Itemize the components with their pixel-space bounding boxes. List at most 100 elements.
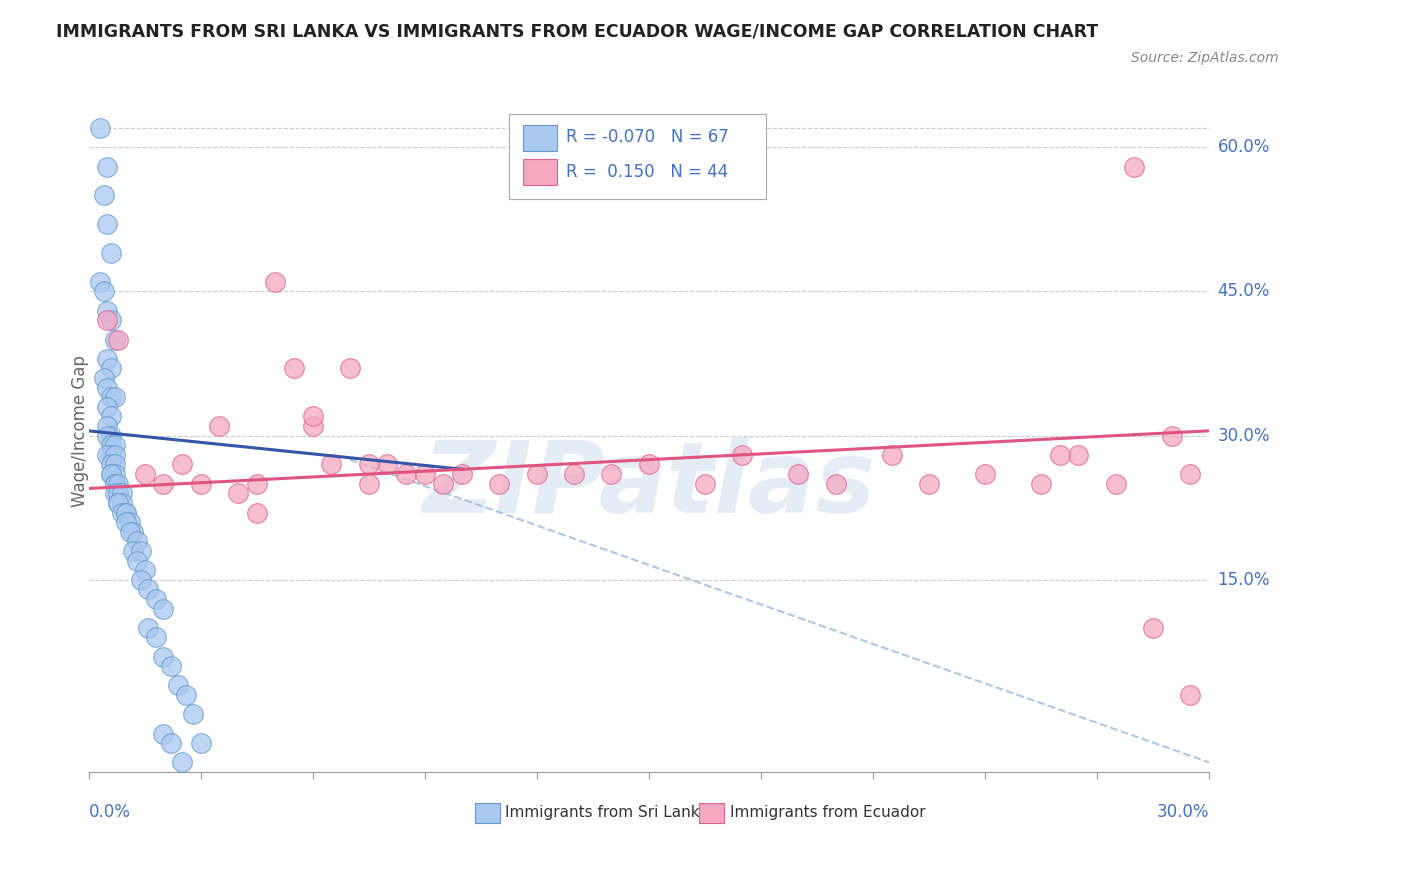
Point <box>93 285 115 299</box>
Point <box>115 506 138 520</box>
Point <box>100 409 122 424</box>
Point <box>89 275 111 289</box>
Text: 30.0%: 30.0% <box>1218 426 1270 444</box>
Point <box>115 506 138 520</box>
Point <box>104 390 127 404</box>
Point <box>104 467 127 481</box>
Point <box>104 438 127 452</box>
Point <box>111 486 134 500</box>
Text: Immigrants from Ecuador: Immigrants from Ecuador <box>730 805 925 821</box>
Point <box>100 246 122 260</box>
Point <box>357 458 380 472</box>
Point <box>321 458 343 472</box>
FancyBboxPatch shape <box>509 113 766 199</box>
FancyBboxPatch shape <box>523 125 557 151</box>
Point <box>96 217 118 231</box>
Point <box>1180 467 1202 481</box>
Point <box>246 506 269 520</box>
Point <box>122 544 145 558</box>
Text: ZIPatlas: ZIPatlas <box>422 437 876 534</box>
Point <box>104 333 127 347</box>
Point <box>1029 476 1052 491</box>
Point <box>264 275 287 289</box>
Point <box>127 534 149 549</box>
Point <box>145 631 167 645</box>
Point <box>395 467 418 481</box>
Point <box>152 726 174 740</box>
Point <box>974 467 997 481</box>
Point <box>104 476 127 491</box>
Text: 45.0%: 45.0% <box>1218 283 1270 301</box>
Point <box>226 486 249 500</box>
Point <box>96 400 118 414</box>
Point <box>107 496 129 510</box>
Point <box>96 313 118 327</box>
Text: Immigrants from Sri Lanka: Immigrants from Sri Lanka <box>505 805 709 821</box>
Point <box>1142 621 1164 635</box>
Point <box>190 476 212 491</box>
Point <box>118 524 141 539</box>
Text: 60.0%: 60.0% <box>1218 138 1270 156</box>
Point <box>1049 448 1071 462</box>
Y-axis label: Wage/Income Gap: Wage/Income Gap <box>72 355 89 507</box>
Point <box>357 476 380 491</box>
Point <box>96 160 118 174</box>
Point <box>1160 428 1182 442</box>
Point <box>526 467 548 481</box>
Text: 15.0%: 15.0% <box>1218 571 1270 589</box>
Point <box>100 361 122 376</box>
Text: 30.0%: 30.0% <box>1157 803 1209 821</box>
Text: 0.0%: 0.0% <box>89 803 131 821</box>
Point <box>246 476 269 491</box>
Point <box>880 448 903 462</box>
Point <box>1180 688 1202 702</box>
Point <box>100 467 122 481</box>
Point <box>152 601 174 615</box>
Point <box>107 486 129 500</box>
Point <box>129 544 152 558</box>
Point <box>107 496 129 510</box>
Point <box>787 467 810 481</box>
Point <box>118 515 141 529</box>
Text: R =  0.150   N = 44: R = 0.150 N = 44 <box>565 162 728 180</box>
Point <box>824 476 846 491</box>
Point <box>159 736 181 750</box>
Point <box>122 524 145 539</box>
Point <box>104 448 127 462</box>
Point <box>138 621 160 635</box>
Point <box>432 476 454 491</box>
Point <box>100 467 122 481</box>
Point <box>600 467 623 481</box>
Point <box>170 458 193 472</box>
Point <box>181 707 204 722</box>
Text: IMMIGRANTS FROM SRI LANKA VS IMMIGRANTS FROM ECUADOR WAGE/INCOME GAP CORRELATION: IMMIGRANTS FROM SRI LANKA VS IMMIGRANTS … <box>56 22 1098 40</box>
Point <box>152 476 174 491</box>
Point <box>693 476 716 491</box>
Point <box>115 515 138 529</box>
Point <box>339 361 361 376</box>
Point <box>100 390 122 404</box>
Point <box>100 428 122 442</box>
Point <box>96 448 118 462</box>
Point <box>100 458 122 472</box>
Point <box>167 678 190 692</box>
Point <box>89 121 111 136</box>
Point <box>93 188 115 202</box>
Point <box>100 438 122 452</box>
Point <box>377 458 399 472</box>
Point <box>127 553 149 567</box>
Point <box>174 688 197 702</box>
Point <box>100 313 122 327</box>
Point <box>134 467 156 481</box>
Point <box>104 476 127 491</box>
Point <box>301 409 323 424</box>
Point <box>104 486 127 500</box>
Point <box>111 506 134 520</box>
Point <box>159 659 181 673</box>
Point <box>170 756 193 770</box>
Point <box>731 448 754 462</box>
Point <box>283 361 305 376</box>
FancyBboxPatch shape <box>475 803 499 823</box>
Point <box>104 458 127 472</box>
Point <box>208 419 231 434</box>
